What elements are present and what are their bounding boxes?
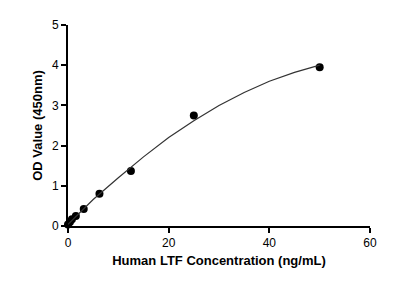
- svg-text:60: 60: [363, 236, 377, 250]
- svg-text:2: 2: [52, 139, 59, 153]
- svg-text:0: 0: [65, 236, 72, 250]
- svg-text:OD Value (450nm): OD Value (450nm): [30, 70, 45, 181]
- svg-text:4: 4: [52, 58, 59, 72]
- svg-text:20: 20: [162, 236, 176, 250]
- svg-text:5: 5: [52, 18, 59, 32]
- svg-text:3: 3: [52, 99, 59, 113]
- svg-text:Human LTF Concentration (ng/mL: Human LTF Concentration (ng/mL): [112, 253, 326, 268]
- svg-text:1: 1: [52, 179, 59, 193]
- svg-text:0: 0: [52, 219, 59, 233]
- svg-text:40: 40: [263, 236, 277, 250]
